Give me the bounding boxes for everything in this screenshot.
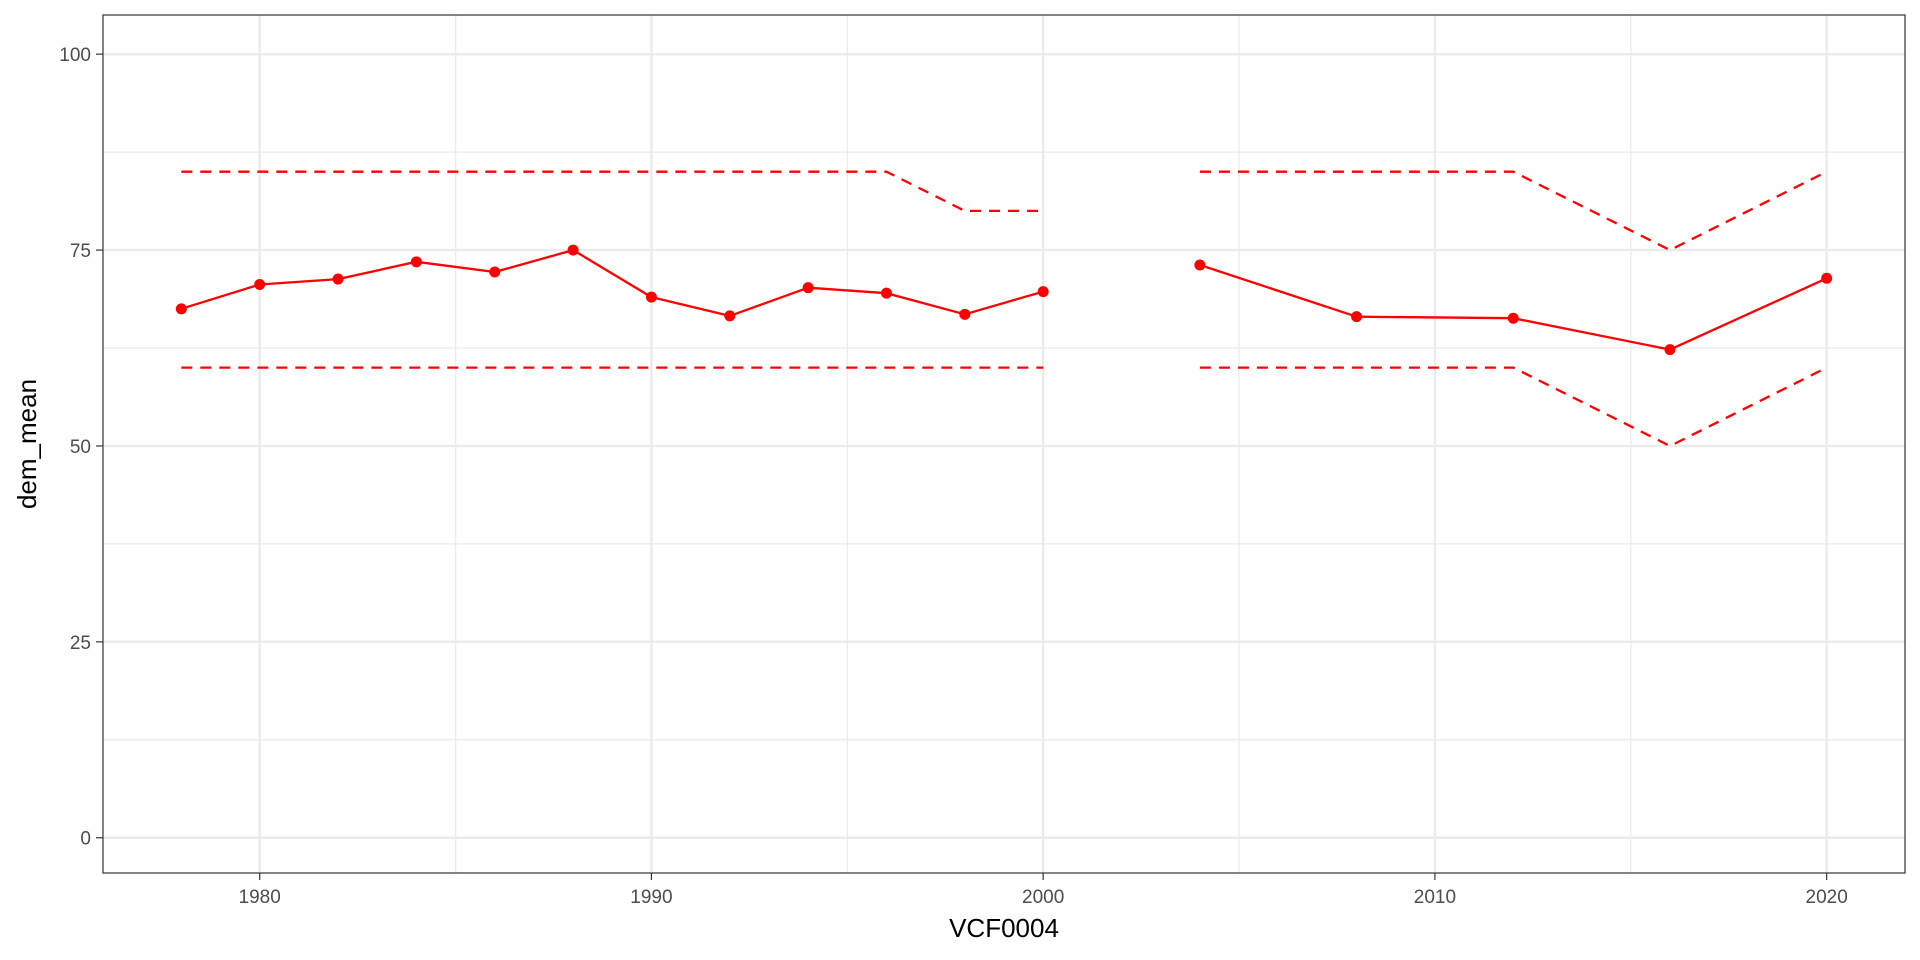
data-point — [1351, 311, 1363, 323]
x-tick-label: 1990 — [630, 887, 672, 908]
x-tick-label: 2020 — [1806, 887, 1848, 908]
data-point — [959, 308, 971, 320]
dashed-line-1-1 — [1199, 170, 1828, 252]
y-tick-label: 100 — [59, 45, 91, 66]
grid-major — [103, 15, 1905, 873]
x-axis-title: VCF0004 — [949, 913, 1059, 943]
panel-border — [102, 14, 1906, 874]
x-tick-labels: 1980 1990 2000 2010 2020 — [239, 887, 1848, 908]
data-point — [489, 266, 501, 278]
dashed-line-1-0 — [181, 170, 1044, 213]
series-layer — [175, 170, 1833, 448]
grid-minor — [103, 15, 1905, 873]
x-tick-label: 2010 — [1414, 887, 1456, 908]
data-point — [1664, 344, 1676, 356]
data-point — [1194, 259, 1206, 271]
y-tick-label: 75 — [70, 241, 91, 262]
data-point — [724, 310, 736, 322]
data-point — [1507, 312, 1519, 324]
data-point — [880, 287, 892, 299]
data-point — [1821, 272, 1833, 284]
x-tick-label: 2000 — [1022, 887, 1064, 908]
x-tick-label: 1980 — [239, 887, 281, 908]
dashed-line-2-1 — [1199, 366, 1828, 448]
y-tick-label: 0 — [80, 829, 91, 850]
data-point — [410, 256, 422, 268]
y-tick-label: 50 — [70, 437, 91, 458]
data-point — [1037, 286, 1049, 298]
data-point — [645, 291, 657, 303]
y-axis-title: dem_mean — [12, 379, 42, 509]
y-tick-labels: 0 25 50 75 100 — [59, 45, 91, 850]
axis-ticks — [96, 53, 1828, 880]
y-tick-label: 25 — [70, 633, 91, 654]
mean-line-0-0 — [180, 248, 1044, 318]
data-point — [254, 279, 266, 291]
data-point — [802, 282, 814, 294]
data-point — [332, 273, 344, 285]
data-point — [175, 303, 187, 315]
data-point — [567, 244, 579, 256]
